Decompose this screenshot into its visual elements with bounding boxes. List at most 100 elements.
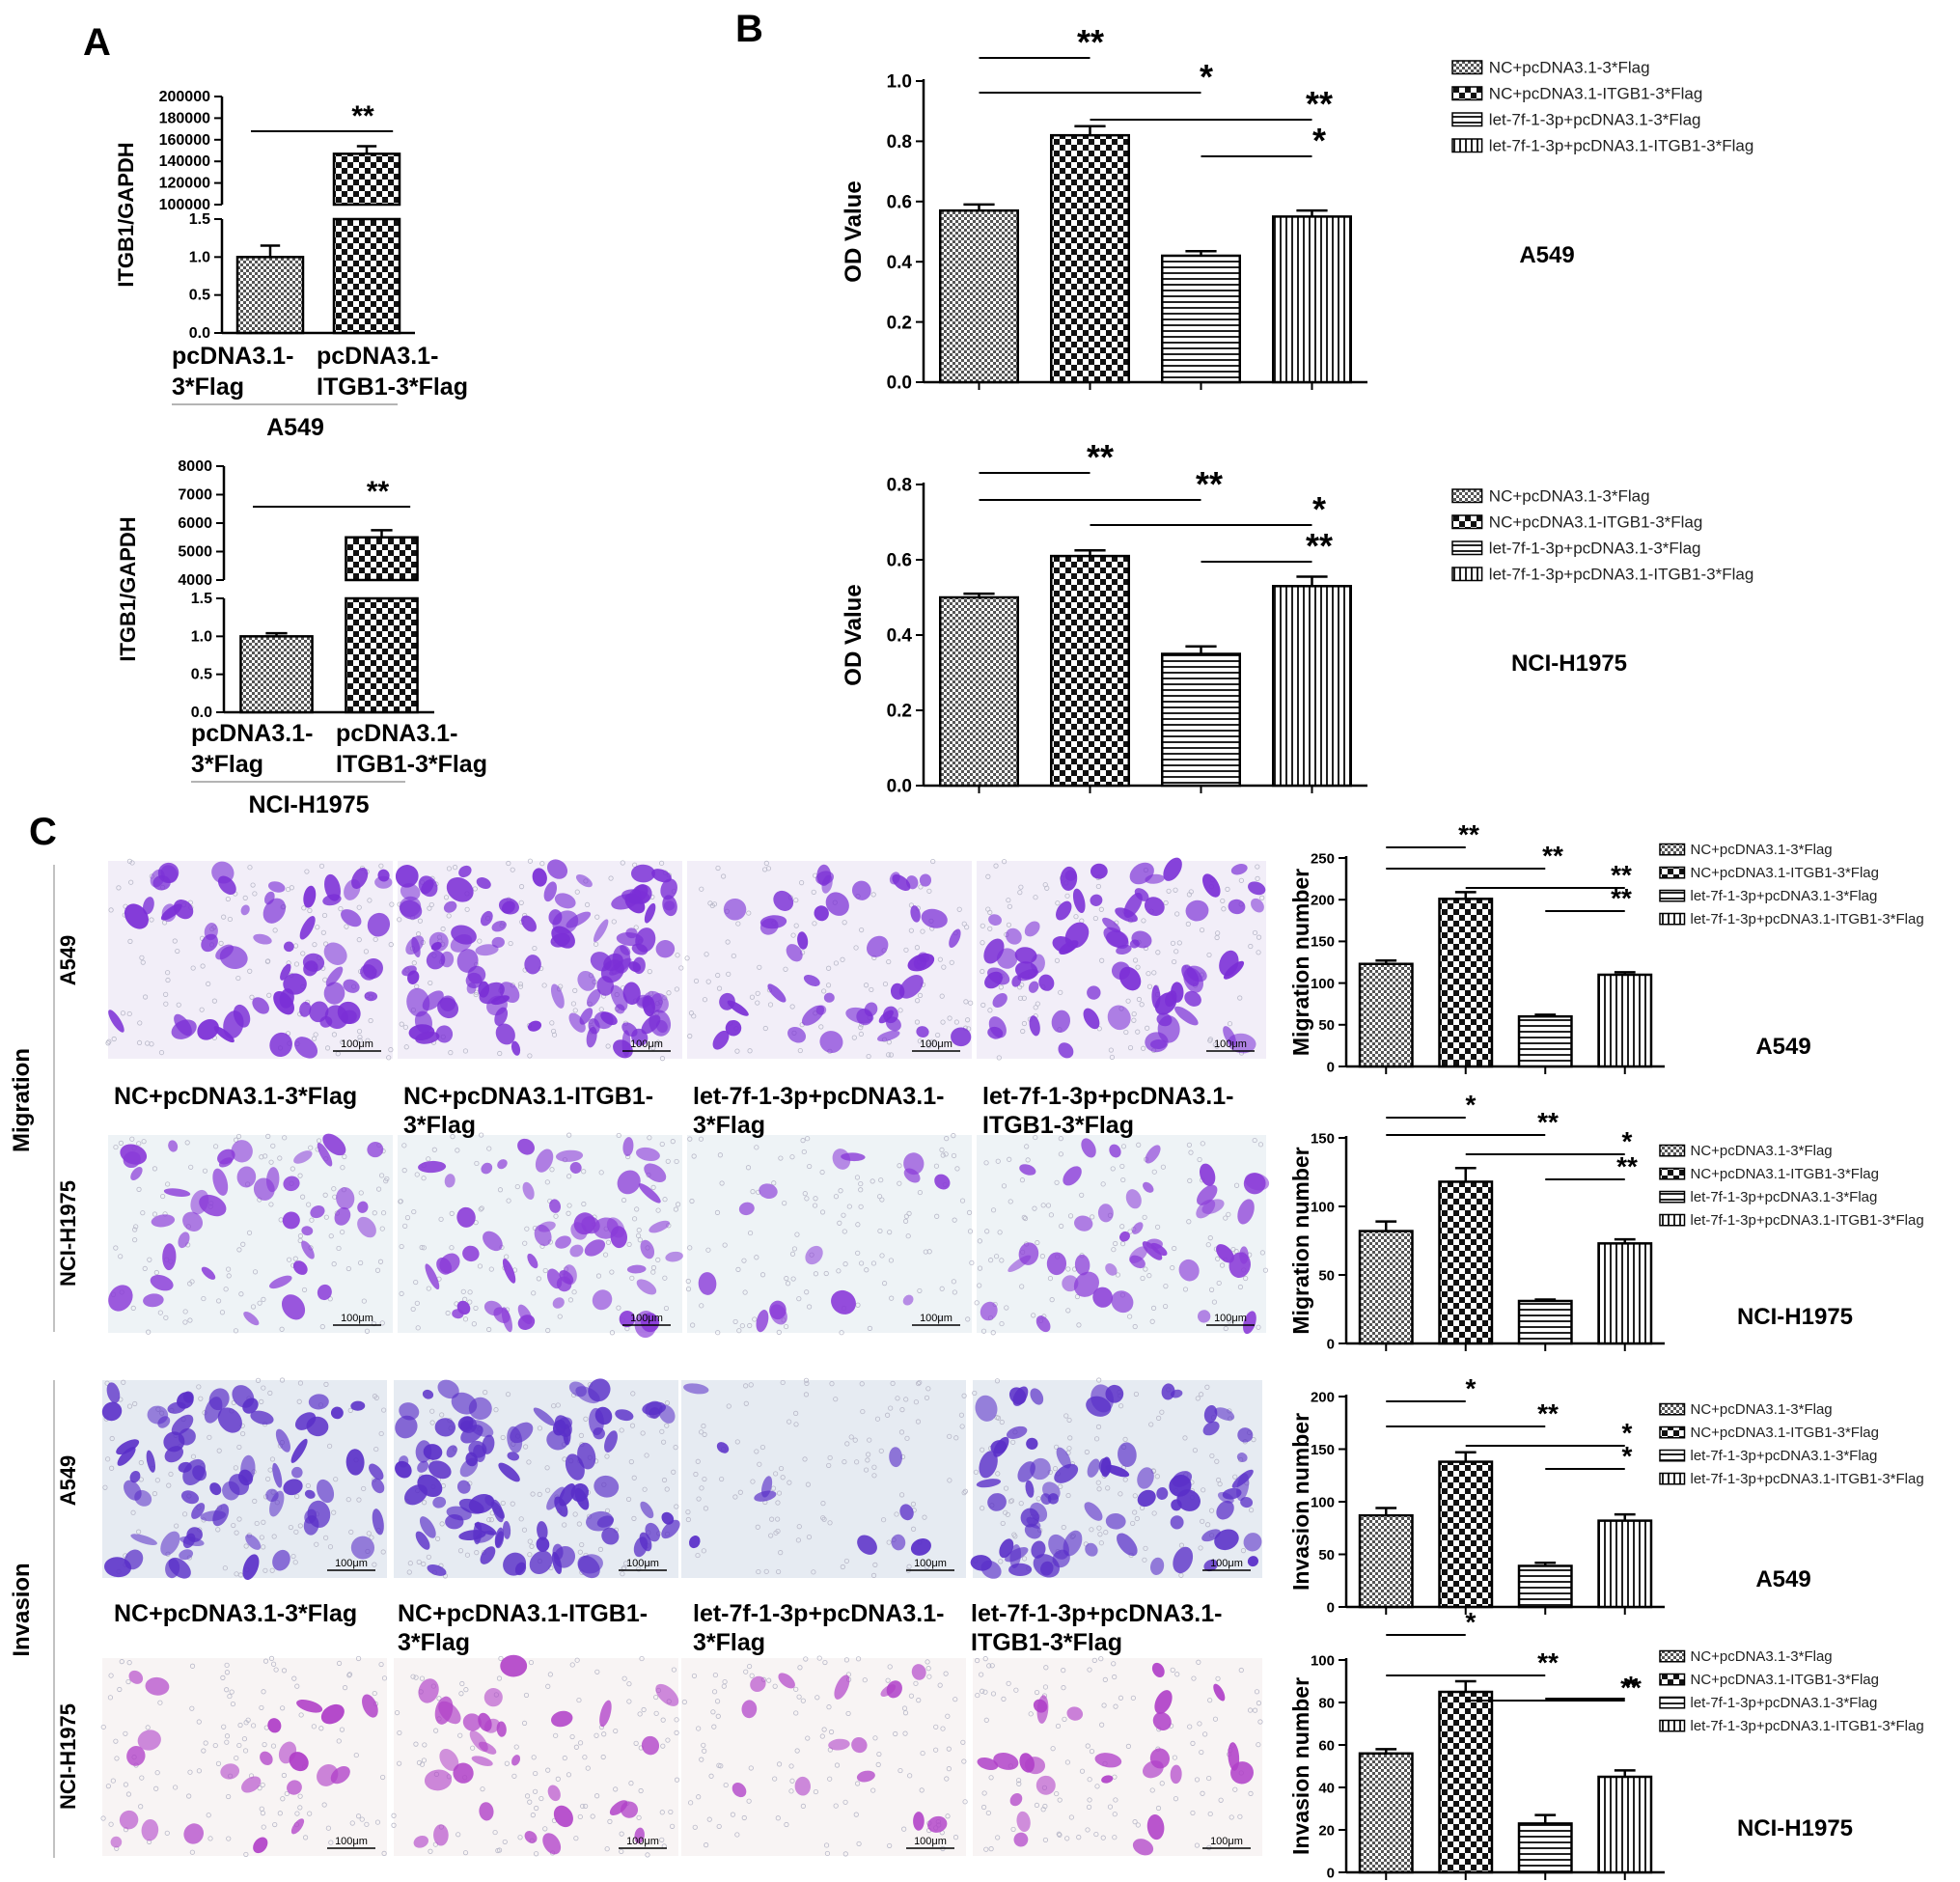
legend-swatch-C2-2 (1659, 1190, 1686, 1204)
micrograph-3-0 (100, 1655, 388, 1858)
image-caption: NC+pcDNA3.1-3*Flag (114, 1083, 357, 1110)
y-axis-label-B1: OD Value (841, 180, 867, 282)
y-axis-label-B2: OD Value (841, 584, 867, 685)
y-tick-label-C4: 40 (1318, 1780, 1335, 1796)
legend-label-C1-2: let-7f-1-3p+pcDNA3.1-3*Flag (1691, 888, 1878, 904)
sig-label-C3-3: * (1622, 1441, 1633, 1471)
legend-swatch-B2-0 (1451, 488, 1483, 504)
y-tick-label-A1: 200000 (159, 89, 210, 105)
sig-label-C4-1: ** (1537, 1647, 1559, 1677)
bar-C2-3 (1597, 1242, 1653, 1345)
legend-label-C1-1: NC+pcDNA3.1-ITGB1-3*Flag (1691, 865, 1879, 881)
y-tick-label-A1: 160000 (159, 132, 210, 149)
micrograph-1-3 (974, 1134, 1270, 1336)
legend-label-C4-0: NC+pcDNA3.1-3*Flag (1691, 1648, 1833, 1665)
legend-swatch-C4-1 (1659, 1673, 1686, 1686)
bar-C4-2 (1517, 1822, 1573, 1874)
legend-label-B2-3: let-7f-1-3p+pcDNA3.1-ITGB1-3*Flag (1489, 565, 1753, 583)
scale-bar-label: 100μm (1214, 1313, 1247, 1324)
legend-swatch-B1-1 (1451, 86, 1483, 101)
row-label: Invasion (9, 1563, 35, 1656)
legend-swatch-C1-2 (1659, 889, 1686, 902)
bar-B1-2 (1161, 254, 1241, 384)
y-tick-label-C3: 0 (1327, 1599, 1335, 1616)
image-caption: 3*Flag (398, 1629, 470, 1656)
legend-swatch-C3-3 (1659, 1472, 1686, 1485)
scale-bar-label: 100μm (1214, 1038, 1247, 1050)
cell-label-C2: NCI-H1975 (1737, 1304, 1853, 1330)
micrograph-1-0 (108, 1133, 393, 1335)
y-tick-label-C3: 150 (1311, 1442, 1335, 1458)
sig-label-A1: ** (351, 100, 374, 132)
y-axis-label-A2: ITGB1/GAPDH (116, 516, 140, 661)
category-label-A2-0: 3*Flag (191, 751, 263, 778)
image-caption: ITGB1-3*Flag (971, 1629, 1122, 1656)
bar-C3-0 (1358, 1513, 1414, 1609)
legend-label-C4-2: let-7f-1-3p+pcDNA3.1-3*Flag (1691, 1695, 1878, 1711)
scale-bar-label: 100μm (914, 1836, 947, 1847)
y-tick-label-A2: 1.5 (191, 591, 212, 607)
category-label-A1-1: ITGB1-3*Flag (317, 374, 468, 401)
sig-label-C2-3: ** (1616, 1151, 1638, 1181)
image-caption: NC+pcDNA3.1-ITGB1- (398, 1600, 648, 1627)
sig-label-C1-3: ** (1611, 883, 1632, 913)
legend-label-C2-2: let-7f-1-3p+pcDNA3.1-3*Flag (1691, 1189, 1878, 1205)
category-label-A2-1: pcDNA3.1- (336, 720, 457, 747)
micrograph-0-0 (105, 858, 395, 1061)
legend-label-C1-3: let-7f-1-3p+pcDNA3.1-ITGB1-3*Flag (1691, 911, 1924, 927)
sig-label-B2-1: ** (1196, 464, 1223, 504)
scale-bar-label: 100μm (341, 1313, 373, 1324)
y-tick-label-A1: 180000 (159, 110, 210, 126)
image-caption: NC+pcDNA3.1-3*Flag (114, 1600, 357, 1627)
legend-label-C3-0: NC+pcDNA3.1-3*Flag (1691, 1401, 1833, 1418)
image-caption: NC+pcDNA3.1-ITGB1- (403, 1083, 653, 1110)
sig-label-C4-2: ** (1620, 1673, 1642, 1702)
image-caption: let-7f-1-3p+pcDNA3.1- (982, 1083, 1233, 1110)
legend-swatch-B2-2 (1451, 540, 1483, 556)
legend-swatch-C1-0 (1659, 843, 1686, 856)
y-tick-label-A2: 8000 (178, 458, 212, 475)
bar-C2-0 (1358, 1230, 1414, 1345)
bar-upper-A1-1 (332, 152, 401, 207)
bar-C3-3 (1597, 1519, 1653, 1609)
y-tick-label-C1: 150 (1311, 934, 1335, 951)
legend-label-C4-1: NC+pcDNA3.1-ITGB1-3*Flag (1691, 1672, 1879, 1688)
y-tick-label-A1: 1.0 (189, 249, 210, 265)
y-tick-label-A1: 0.5 (189, 288, 210, 304)
sig-label-C4-3: * (1626, 1671, 1637, 1701)
legend-label-C2-0: NC+pcDNA3.1-3*Flag (1691, 1143, 1833, 1159)
y-tick-label-B1: 0.4 (887, 253, 913, 273)
micrograph-3-2 (681, 1655, 968, 1857)
legend-swatch-C4-2 (1659, 1696, 1686, 1709)
y-tick-label-A1: 0.0 (189, 325, 210, 342)
y-tick-label-B1: 0.2 (887, 313, 912, 333)
y-tick-label-C3: 50 (1318, 1547, 1335, 1564)
legend-swatch-C2-3 (1659, 1213, 1686, 1227)
panel-label-a: A (83, 21, 111, 64)
micrograph-0-3 (977, 857, 1266, 1061)
legend-label-B1-1: NC+pcDNA3.1-ITGB1-3*Flag (1489, 84, 1703, 102)
y-tick-label-C2: 0 (1327, 1336, 1335, 1352)
y-tick-label-A2: 6000 (178, 515, 212, 532)
category-label-A1-0: pcDNA3.1- (172, 343, 293, 370)
scale-bar-label: 100μm (626, 1558, 659, 1569)
legend-swatch-C1-1 (1659, 866, 1686, 879)
row-label: NCI-H1975 (56, 1180, 80, 1287)
image-caption: let-7f-1-3p+pcDNA3.1- (693, 1083, 944, 1110)
legend-swatch-C4-3 (1659, 1719, 1686, 1732)
sig-label-C3-1: ** (1537, 1398, 1559, 1428)
legend-label-C2-3: let-7f-1-3p+pcDNA3.1-ITGB1-3*Flag (1691, 1212, 1924, 1229)
bar-upper-A2-1 (345, 536, 419, 582)
bar-C3-2 (1517, 1564, 1573, 1609)
bar-B2-3 (1272, 585, 1352, 788)
y-tick-label-A1: 120000 (159, 176, 210, 192)
bar-lower-A2-1 (345, 596, 419, 714)
y-tick-label-B1: 0.6 (887, 192, 912, 212)
image-caption: 3*Flag (403, 1112, 476, 1139)
scale-bar-label: 100μm (341, 1038, 373, 1050)
scale-bar-label: 100μm (630, 1313, 663, 1324)
micrograph-1-2 (685, 1133, 975, 1336)
scale-bar-label: 100μm (914, 1558, 947, 1569)
sig-label-B1-3: * (1312, 121, 1326, 160)
